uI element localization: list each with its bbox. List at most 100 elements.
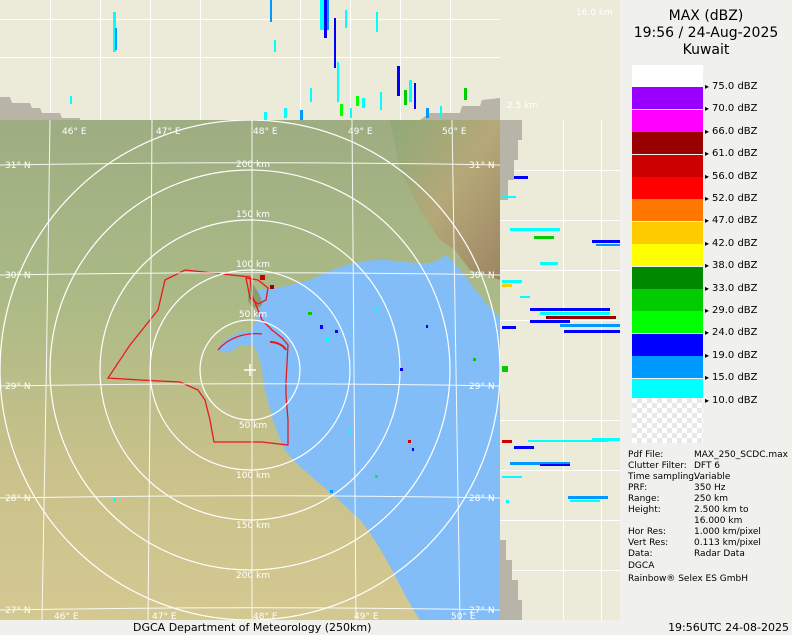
metadata-key: Data:: [628, 549, 653, 559]
scale-label: 29.0 dBZ: [705, 305, 757, 316]
profile-grid-line: [300, 0, 301, 120]
range-labels: 50 km 100 km 150 km 200 km 50 km 100 km …: [236, 160, 270, 581]
scale-swatch: [632, 199, 703, 222]
scale-label: 10.0 dBZ: [705, 395, 757, 406]
svg-text:48° E: 48° E: [253, 612, 278, 620]
profile-echoes: [0, 0, 500, 120]
credit-org: DGCA: [628, 561, 655, 571]
profile-grid-line: [500, 270, 620, 271]
lat-labels-right: 31° N 30° N 29° N 28° N 27° N: [469, 161, 495, 616]
svg-text:27° N: 27° N: [5, 606, 31, 616]
profile-grid-line: [50, 0, 51, 120]
legend-panel: MAX (dBZ) 19:56 / 24-Aug-2025 Kuwait 75.…: [620, 0, 792, 620]
footer-source: DGCA Department of Meteorology (250km): [133, 621, 372, 634]
svg-text:50 km: 50 km: [239, 310, 267, 320]
svg-text:29° N: 29° N: [5, 382, 31, 392]
radar-echoes: [113, 275, 476, 501]
metadata-value: 16.000 km: [694, 516, 743, 526]
lat-labels-left: 31° N 30° N 29° N 28° N 27° N: [5, 161, 31, 616]
svg-text:200 km: 200 km: [236, 571, 270, 581]
scale-label: 38.0 dBZ: [705, 260, 757, 271]
kuwait-border: [106, 269, 289, 446]
scale-swatch: [632, 266, 703, 289]
altitude-label-top: 16.0 km: [576, 8, 613, 18]
scale-label: 42.0 dBZ: [705, 238, 757, 249]
no-data-swatch: [632, 398, 703, 443]
profile-grid-line: [563, 120, 564, 620]
scale-label: 47.0 dBZ: [705, 215, 757, 226]
metadata-key: Hor Res:: [628, 527, 666, 537]
svg-text:50 km: 50 km: [239, 421, 267, 431]
scale-label: 56.0 dBZ: [705, 171, 757, 182]
lon-labels-bottom: 46° E 47° E 48° E 49° E 50° E: [54, 612, 476, 620]
kuwait-bay-coast: [217, 332, 263, 351]
scale-swatch: [632, 109, 703, 132]
svg-text:27° N: 27° N: [469, 606, 495, 616]
profile-grid-line: [601, 120, 602, 620]
metadata-value: DFT 6: [694, 461, 721, 471]
profile-grid-line: [0, 19, 500, 20]
scale-label: 19.0 dBZ: [705, 350, 757, 361]
profile-grid-line: [450, 0, 451, 120]
svg-text:150 km: 150 km: [236, 210, 270, 220]
metadata-value: MAX_250_SCDC.max: [694, 450, 788, 460]
profile-grid-line: [100, 0, 101, 120]
svg-text:50° E: 50° E: [451, 612, 476, 620]
profile-grid-line: [350, 0, 351, 120]
footer-timestamp: 19:56UTC 24-08-2025: [668, 621, 789, 634]
svg-text:47° E: 47° E: [152, 612, 177, 620]
metadata-value: 350 Hz: [694, 483, 726, 493]
svg-text:30° N: 30° N: [469, 271, 495, 281]
product-datetime: 19:56 / 24-Aug-2025: [633, 25, 779, 41]
scale-swatch: [632, 177, 703, 199]
profile-grid-line: [500, 570, 620, 571]
svg-text:46° E: 46° E: [62, 127, 87, 137]
scale-swatch: [632, 356, 703, 379]
scale-label: 70.0 dBZ: [705, 103, 757, 114]
scale-label: 61.0 dBZ: [705, 148, 757, 159]
altitude-label-low: 2.5 km: [507, 101, 539, 111]
metadata-value: 0.113 km/pixel: [694, 538, 761, 548]
scale-swatch: [632, 87, 703, 110]
scale-label: 24.0 dBZ: [705, 327, 757, 338]
svg-text:46° E: 46° E: [54, 612, 79, 620]
radar-map[interactable]: 46° E 47° E 48° E 49° E 50° E 46° E 47° …: [0, 120, 500, 620]
metadata-key: PRF:: [628, 483, 648, 493]
scale-label: 52.0 dBZ: [705, 193, 757, 204]
scale-swatch: [632, 333, 703, 356]
east-west-profile: [500, 120, 620, 620]
metadata-value: Variable: [694, 472, 731, 482]
profile-grid-line: [400, 0, 401, 120]
metadata-key: Pdf File:: [628, 450, 664, 460]
profile-grid-line: [500, 520, 620, 521]
scale-swatch: [632, 65, 703, 87]
profile-grid-line: [500, 420, 620, 421]
svg-text:49° E: 49° E: [354, 612, 379, 620]
svg-text:30° N: 30° N: [5, 271, 31, 281]
metadata-value: 1.000 km/pixel: [694, 527, 761, 537]
island-outline: [269, 341, 287, 351]
metadata-key: Clutter Filter:: [628, 461, 687, 471]
profile-grid-line: [150, 0, 151, 120]
scale-swatch: [632, 154, 703, 177]
scale-swatch: [632, 378, 703, 401]
svg-text:31° N: 31° N: [469, 161, 495, 171]
product-site: Kuwait: [682, 42, 730, 58]
profile-grid-line: [500, 470, 620, 471]
scale-label: 75.0 dBZ: [705, 81, 757, 92]
svg-text:28° N: 28° N: [5, 494, 31, 504]
scale-label: 33.0 dBZ: [705, 283, 757, 294]
svg-text:49° E: 49° E: [348, 127, 373, 137]
scale-swatch: [632, 132, 703, 155]
svg-text:31° N: 31° N: [5, 161, 31, 171]
metadata-key: Time sampling:: [628, 472, 698, 482]
scale-swatch: [632, 311, 703, 334]
svg-text:28° N: 28° N: [469, 494, 495, 504]
svg-text:100 km: 100 km: [236, 471, 270, 481]
svg-text:150 km: 150 km: [236, 521, 270, 531]
metadata-key: Vert Res:: [628, 538, 669, 548]
scale-swatch: [632, 221, 703, 244]
svg-text:47° E: 47° E: [156, 127, 181, 137]
scale-label: 66.0 dBZ: [705, 126, 757, 137]
scale-swatch: [632, 289, 703, 311]
